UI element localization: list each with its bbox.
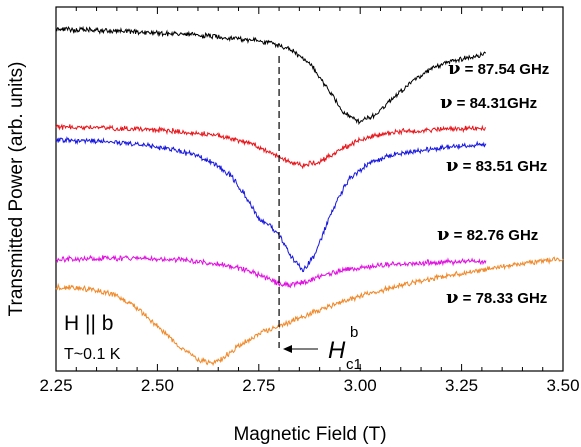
- x-tick-label: 2.25: [39, 376, 72, 395]
- series-label: ν = 83.51 GHz: [446, 155, 547, 176]
- series-line: [55, 136, 487, 273]
- plot-frame: [55, 6, 564, 372]
- critical-field-subscript: c1: [346, 356, 362, 373]
- arrow-head-icon: [283, 345, 292, 353]
- series-group: [55, 25, 564, 367]
- series-line: [55, 123, 487, 170]
- x-tick-label: 3.00: [344, 376, 377, 395]
- series-line: [55, 254, 487, 289]
- series-label: ν = 82.76 GHz: [437, 224, 538, 245]
- x-axis-title: Magnetic Field (T): [233, 424, 386, 445]
- x-tick-label: 3.50: [546, 376, 579, 395]
- x-tick-label: 2.75: [242, 376, 275, 395]
- series-labels: ν = 87.54 GHz ν = 84.31GHz ν = 83.51 GHz ν …: [437, 58, 549, 308]
- series-label: ν = 84.31GHz: [440, 92, 537, 113]
- critical-field-superscript: b: [350, 324, 358, 341]
- series-line: [55, 25, 486, 126]
- series-label: ν = 87.54 GHz: [448, 58, 549, 79]
- critical-field-annotation: H b c1: [283, 324, 362, 373]
- y-axis-title: Transmitted Power (arb. units): [6, 62, 27, 317]
- x-tick-label: 2.50: [141, 376, 174, 395]
- critical-field-symbol: H: [328, 337, 346, 364]
- field-orientation-label: H || b: [64, 312, 113, 335]
- x-tick-label: 3.25: [445, 376, 478, 395]
- x-ticks: 2.25 2.50 2.75 3.00 3.25 3.50: [39, 7, 580, 395]
- series-line: [55, 256, 564, 367]
- series-label: ν = 78.33 GHz: [446, 287, 547, 308]
- temperature-label: T~0.1 K: [64, 346, 121, 363]
